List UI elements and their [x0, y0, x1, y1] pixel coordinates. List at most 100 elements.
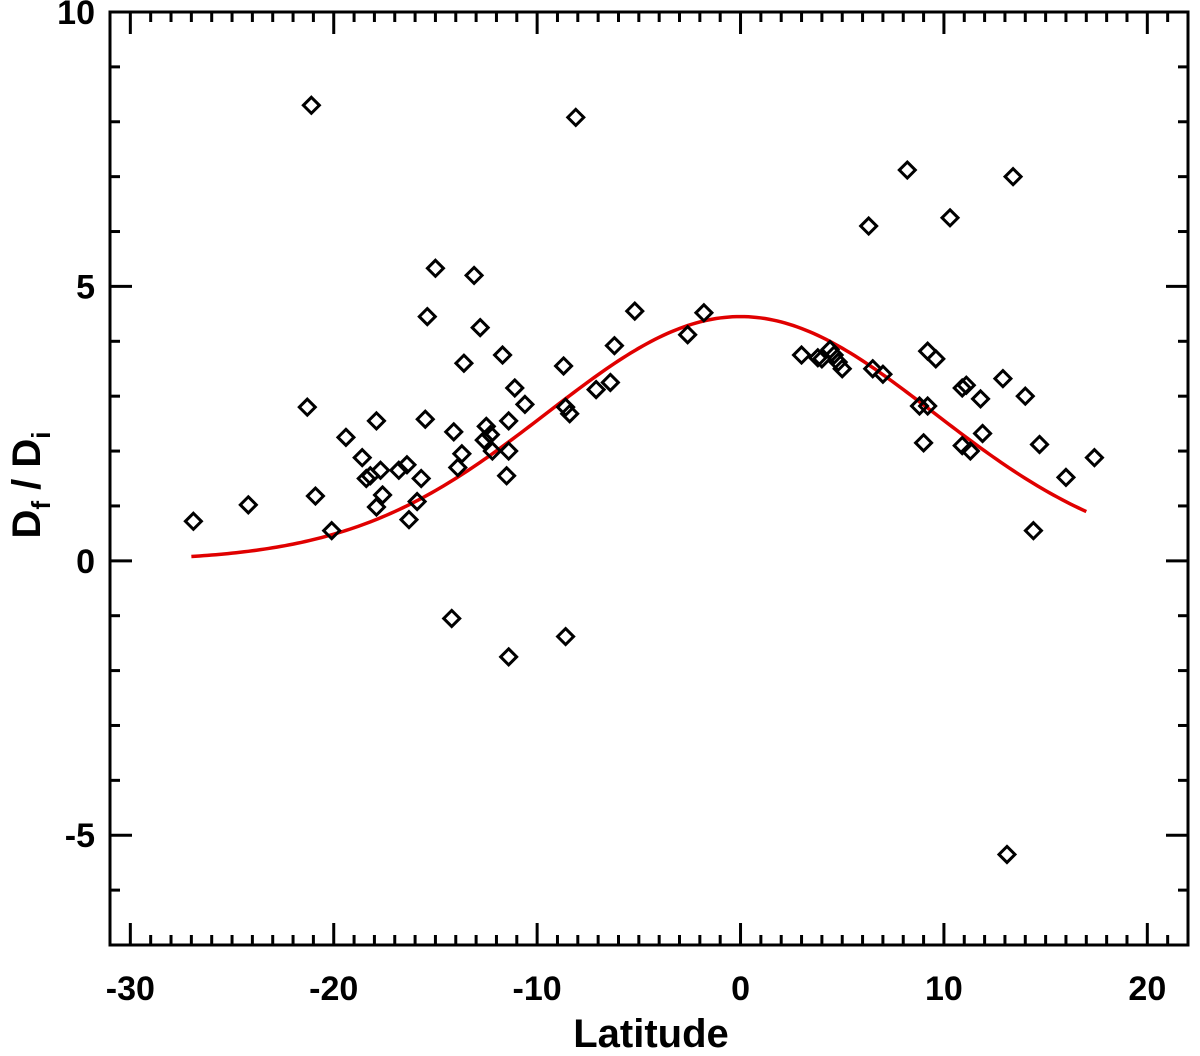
fit-curve-layer	[191, 314, 1088, 559]
data-point-diamond	[482, 440, 503, 462]
data-point-diamond	[441, 608, 462, 629]
data-point-diamond	[925, 348, 946, 369]
data-point-diamond	[823, 344, 845, 366]
data-point-diamond	[952, 435, 973, 456]
data-point-diamond	[862, 358, 883, 379]
y-tick-label: -5	[65, 817, 95, 855]
data-point-diamond	[366, 410, 387, 431]
data-point-diamond	[297, 397, 318, 418]
data-point-diamond	[1002, 166, 1024, 187]
y-axis-ticks: -5 0 5 10	[57, 0, 1188, 947]
data-point-diamond	[443, 421, 464, 442]
data-point-diamond	[1029, 434, 1050, 455]
data-point-diamond	[396, 454, 418, 475]
data-point-diamond	[415, 409, 436, 430]
data-point-diamond	[463, 265, 485, 286]
data-point-diamond	[352, 447, 373, 468]
data-point-diamond	[417, 306, 438, 327]
data-point-diamond	[1015, 386, 1036, 407]
y-tick-label: 0	[76, 543, 95, 581]
data-point-diamond	[238, 494, 259, 515]
data-point-diamond	[917, 341, 938, 362]
data-point-diamond	[917, 395, 938, 417]
data-point-diamond	[897, 159, 918, 181]
data-point-diamond	[470, 317, 491, 338]
data-point-diamond	[1084, 447, 1105, 468]
data-point-diamond	[451, 443, 472, 464]
data-point-diamond	[370, 460, 391, 481]
data-point-diamond	[624, 300, 645, 322]
y-axis-title-sep: /	[5, 468, 49, 501]
data-point-diamond	[301, 95, 322, 116]
data-point-diamond	[407, 491, 428, 512]
data-point-diamond	[677, 324, 698, 345]
fit-curve-line	[191, 314, 1088, 559]
data-point-diamond	[553, 355, 574, 377]
data-point-diamond	[555, 626, 576, 647]
data-point-diamond	[335, 427, 357, 448]
x-tick-label: -30	[106, 970, 155, 1008]
y-axis-title: Df / Di	[5, 431, 56, 538]
y-tick-label: 10	[57, 0, 95, 32]
y-axis-title-d2: D	[5, 439, 49, 468]
data-point-diamond	[828, 352, 849, 373]
x-tick-label: -10	[513, 970, 562, 1008]
data-point-diamond	[604, 335, 625, 356]
data-point-diamond	[411, 468, 432, 489]
data-point-diamond	[909, 395, 930, 417]
data-point-diamond	[960, 440, 981, 462]
y-axis-title-sub-f: f	[26, 501, 56, 510]
data-point-diamond	[480, 424, 501, 445]
x-tick-label: -20	[309, 970, 358, 1008]
data-point-diamond	[498, 440, 519, 462]
data-point-diamond	[791, 344, 812, 366]
y-axis-title-sub-i: i	[26, 431, 56, 438]
x-axis-ticks: -30 -20 -10 0 10 20	[106, 12, 1190, 1008]
x-axis-title: Latitude	[573, 1012, 729, 1056]
data-point-diamond	[1055, 467, 1077, 488]
x-tick-label: 0	[731, 970, 750, 1008]
data-point-diamond	[996, 844, 1018, 865]
data-point-diamond	[939, 207, 961, 228]
data-point-diamond	[585, 379, 607, 400]
data-point-diamond	[972, 423, 993, 444]
data-point-diamond	[496, 465, 517, 486]
data-point-diamond	[992, 368, 1014, 389]
data-point-diamond	[398, 509, 420, 530]
data-point-diamond	[504, 377, 525, 399]
data-point-diamond	[476, 416, 497, 437]
x-tick-label: 20	[1128, 970, 1166, 1008]
data-point-diamond	[913, 432, 934, 453]
data-point-diamond	[366, 496, 387, 518]
data-point-diamond	[453, 353, 475, 374]
data-point-diamond	[1023, 520, 1044, 541]
data-point-diamond	[388, 460, 409, 481]
y-axis-title-d1: D	[5, 510, 49, 539]
data-point-diamond	[559, 403, 580, 424]
data-point-diamond	[183, 511, 204, 532]
data-point-diamond	[425, 258, 446, 279]
x-tick-label: 10	[925, 970, 963, 1008]
data-point-diamond	[372, 484, 393, 506]
data-point-diamond	[514, 394, 536, 415]
data-point-diamond	[498, 646, 519, 667]
data-point-diamond	[970, 388, 991, 410]
data-point-diamond	[305, 485, 326, 507]
plot-frame	[108, 10, 1190, 947]
data-point-diamond	[956, 375, 977, 396]
data-point-diamond	[447, 457, 468, 478]
data-point-diamond	[498, 410, 519, 431]
data-point-diamond	[565, 107, 586, 128]
data-point-diamond	[872, 364, 894, 385]
data-point-diamond	[600, 372, 621, 393]
data-point-diamond	[555, 397, 576, 418]
data-point-diamond	[474, 429, 495, 451]
data-point-diamond	[693, 302, 715, 323]
data-points-layer	[183, 95, 1105, 865]
data-point-diamond	[858, 215, 879, 237]
data-point-diamond	[807, 347, 828, 368]
data-point-diamond	[832, 358, 853, 379]
y-tick-label: 5	[76, 268, 95, 306]
data-point-diamond	[321, 520, 342, 541]
